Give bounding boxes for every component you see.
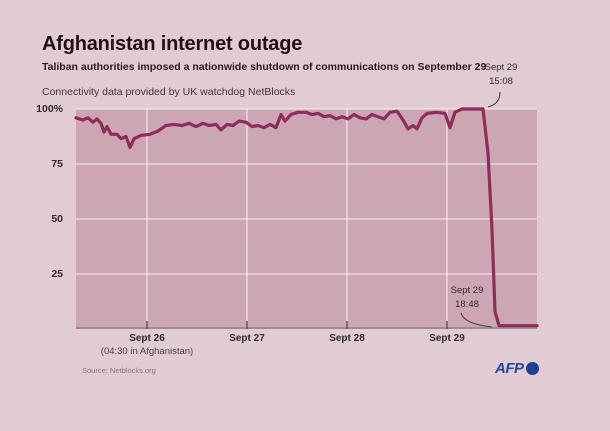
chart-subtitle: Taliban authorities imposed a nationwide…: [42, 61, 487, 73]
connectivity-line-chart: [74, 107, 539, 329]
afp-globe-icon: [525, 362, 539, 375]
y-tick-label-25: 25: [51, 268, 63, 280]
x-tick-label-Sept-28: Sept 28: [329, 333, 365, 344]
annotation-outage-start: Sept 29 15:08: [468, 61, 534, 89]
annotation-outage-complete: Sept 29 18:48: [434, 284, 500, 312]
y-tick-label-75: 75: [51, 158, 63, 170]
x-axis-timezone-note: (04:30 in Afghanistan): [100, 346, 194, 357]
x-tick-label-Sept-26: Sept 26: [129, 333, 165, 344]
afp-logo: AFP: [495, 360, 539, 377]
annotation-outage-complete-time: 18:48: [455, 299, 479, 310]
source-credit: Source: Netblocks.org: [82, 366, 156, 375]
annotation-outage-start-date: Sept 29: [484, 62, 518, 73]
data-provider-note: Connectivity data provided by UK watchdo…: [42, 86, 296, 98]
connectivity-series-line: [74, 107, 539, 328]
afp-logo-text: AFP: [495, 360, 524, 377]
callout-line-outage-start: [487, 91, 501, 108]
y-tick-label-50: 50: [51, 213, 63, 225]
annotation-outage-start-time: 15:08: [489, 76, 513, 87]
annotation-outage-complete-date: Sept 29: [450, 285, 484, 296]
x-tick-label-Sept-27: Sept 27: [229, 333, 265, 344]
x-tick-label-Sept-29: Sept 29: [429, 333, 465, 344]
y-tick-label-100: 100%: [36, 103, 63, 115]
page-title: Afghanistan internet outage: [42, 33, 303, 55]
plot-area: [74, 107, 539, 329]
